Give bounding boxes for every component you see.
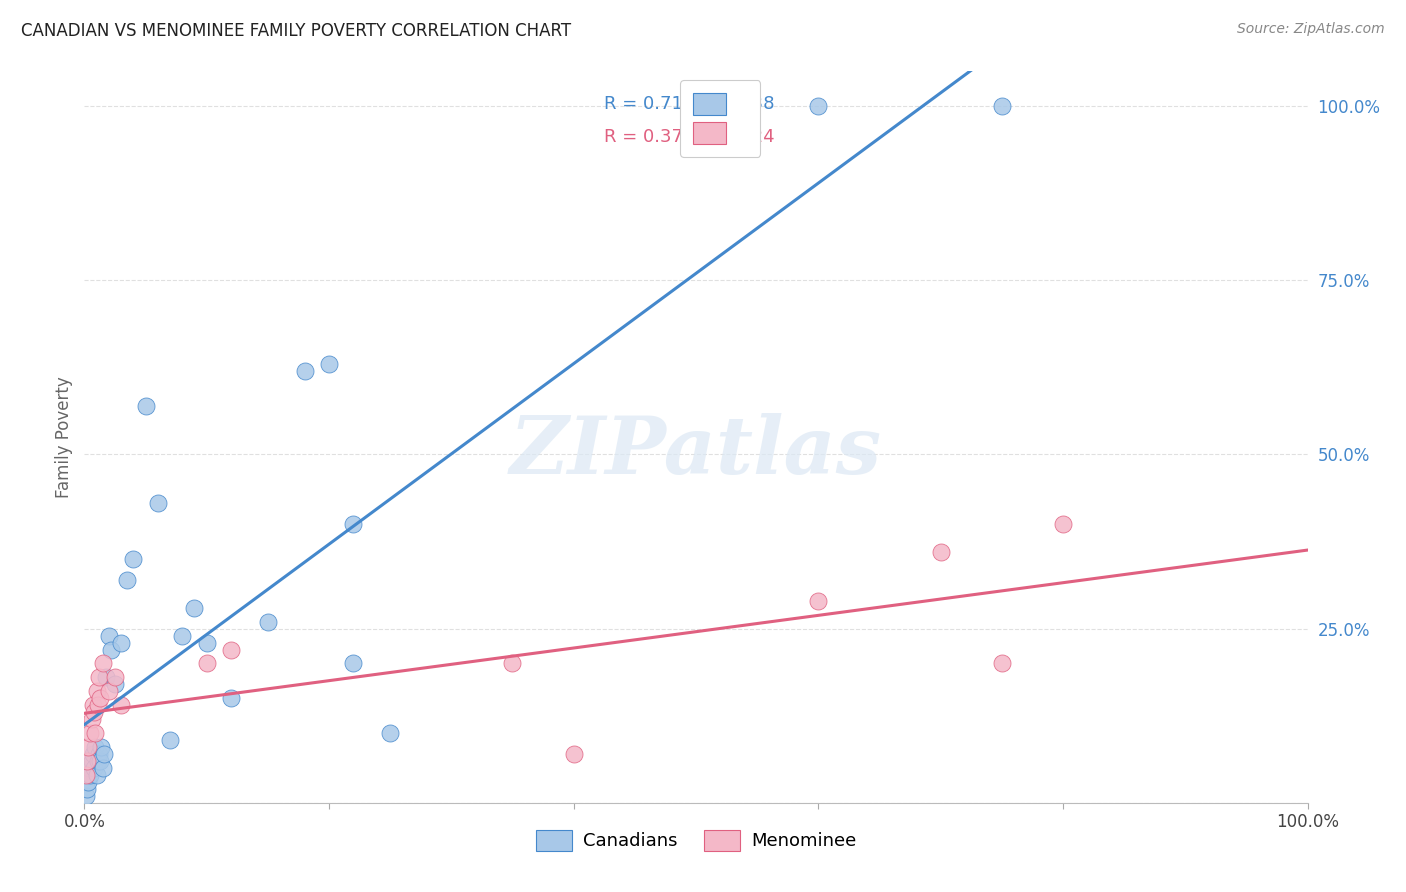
- Point: [991, 657, 1014, 671]
- Point: [380, 726, 402, 740]
- Point: [97, 629, 120, 643]
- Point: [342, 517, 364, 532]
- Point: [90, 740, 112, 755]
- Point: [87, 670, 110, 684]
- Point: [86, 684, 108, 698]
- Point: [91, 761, 114, 775]
- Point: [77, 775, 100, 789]
- Point: [104, 670, 127, 684]
- Point: [318, 357, 340, 371]
- Text: R = 0.376   N = 24: R = 0.376 N = 24: [605, 128, 775, 146]
- Point: [294, 364, 316, 378]
- Point: [219, 691, 242, 706]
- Point: [84, 726, 107, 740]
- Point: [89, 754, 111, 768]
- Point: [80, 712, 103, 726]
- Point: [562, 747, 585, 761]
- Point: [79, 768, 101, 782]
- Point: [219, 642, 242, 657]
- Point: [80, 754, 103, 768]
- Text: Source: ZipAtlas.com: Source: ZipAtlas.com: [1237, 22, 1385, 37]
- Text: R = 0.712   N = 38: R = 0.712 N = 38: [605, 95, 775, 112]
- Point: [89, 691, 111, 706]
- Point: [86, 768, 108, 782]
- Point: [807, 594, 830, 608]
- Point: [122, 552, 145, 566]
- Point: [195, 657, 218, 671]
- Point: [83, 705, 105, 719]
- Point: [96, 670, 118, 684]
- Point: [110, 635, 132, 649]
- Point: [83, 761, 105, 775]
- Point: [84, 740, 107, 755]
- Point: [87, 754, 110, 768]
- Point: [146, 496, 169, 510]
- Point: [91, 657, 114, 671]
- Point: [87, 747, 110, 761]
- Point: [76, 754, 98, 768]
- Point: [75, 789, 97, 803]
- Point: [195, 635, 218, 649]
- Point: [115, 573, 138, 587]
- Point: [87, 698, 110, 713]
- Point: [257, 615, 280, 629]
- Point: [502, 657, 524, 671]
- Point: [79, 726, 101, 740]
- Point: [183, 600, 205, 615]
- Legend: Canadians, Menominee: Canadians, Menominee: [527, 821, 865, 860]
- Point: [172, 629, 194, 643]
- Point: [807, 99, 830, 113]
- Point: [75, 768, 97, 782]
- Point: [110, 698, 132, 713]
- Point: [82, 698, 104, 713]
- Point: [97, 684, 120, 698]
- Point: [159, 733, 181, 747]
- Point: [991, 99, 1014, 113]
- Point: [93, 747, 115, 761]
- Point: [82, 747, 104, 761]
- Y-axis label: Family Poverty: Family Poverty: [55, 376, 73, 498]
- Point: [1052, 517, 1074, 532]
- Point: [929, 545, 952, 559]
- Point: [77, 761, 100, 775]
- Point: [76, 781, 98, 796]
- Point: [342, 657, 364, 671]
- Point: [77, 740, 100, 755]
- Text: CANADIAN VS MENOMINEE FAMILY POVERTY CORRELATION CHART: CANADIAN VS MENOMINEE FAMILY POVERTY COR…: [21, 22, 571, 40]
- Point: [100, 642, 122, 657]
- Point: [104, 677, 127, 691]
- Text: ZIPatlas: ZIPatlas: [510, 413, 882, 491]
- Point: [135, 399, 157, 413]
